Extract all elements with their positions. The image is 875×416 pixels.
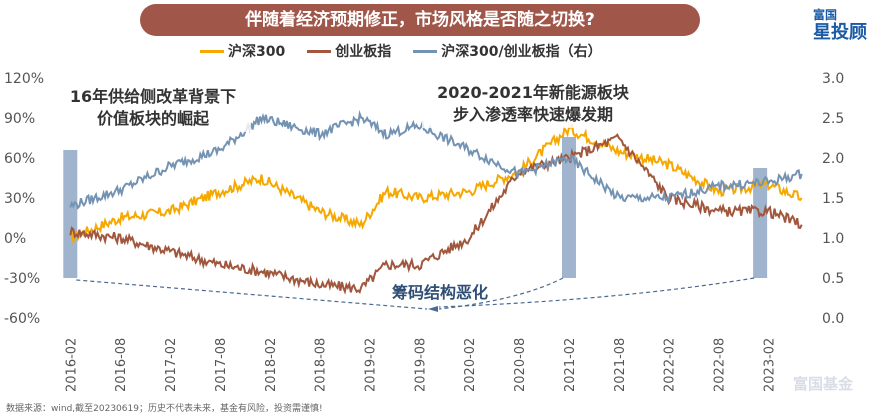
annotation-2: 筹码结构恶化 [392, 283, 488, 302]
y-right-tick-6: 0.0 [822, 311, 844, 327]
x-tick-2: 2017-02 [164, 338, 179, 392]
annotation-0-line1: 16年供给侧改革背景下 [70, 87, 236, 106]
y-right-tick-4: 1.0 [822, 231, 844, 247]
legend-ratio: 沪深300/创业板指（右） [413, 41, 602, 61]
y-right-tick-3: 1.5 [822, 191, 844, 207]
y-right-tick-0: 3.0 [822, 71, 844, 87]
highlight-band-1 [561, 137, 576, 278]
legend-swatch-cyb [307, 49, 332, 53]
x-tick-8: 2020-02 [463, 338, 478, 392]
legend-label-cyb: 创业板指 [335, 44, 392, 60]
y-left-tick-1: 90% [4, 111, 35, 127]
x-tick-3: 2017-08 [214, 338, 229, 392]
y-left-tick-6: -60% [4, 311, 40, 327]
arrow-line-0 [76, 279, 428, 310]
y-left-tick-4: 0% [4, 231, 26, 247]
series-line-0 [69, 122, 803, 246]
annotation-1-line1: 2020-2021年新能源板块 [437, 83, 630, 102]
arrow-line-2 [438, 277, 755, 308]
x-tick-12: 2022-02 [663, 338, 678, 392]
x-tick-13: 2022-08 [713, 338, 728, 392]
y-left-tick-5: -30% [4, 271, 40, 287]
legend-swatch-ratio [413, 49, 438, 53]
x-tick-4: 2018-02 [264, 338, 279, 392]
legend-label-hs300: 沪深300 [228, 44, 286, 60]
x-tick-6: 2019-02 [364, 338, 379, 392]
x-tick-5: 2018-08 [314, 338, 329, 392]
y-right-tick-1: 2.5 [822, 111, 844, 127]
annotation-box-0 [55, 82, 251, 132]
arrow-head [428, 306, 438, 312]
legend-hs300: 沪深300 [200, 41, 285, 61]
y-right-tick-5: 0.5 [822, 271, 844, 287]
highlight-band-0 [63, 150, 78, 278]
legend-swatch-hs300 [200, 49, 224, 53]
y-left-tick-0: 120% [4, 71, 44, 87]
x-tick-1: 2016-08 [114, 338, 129, 392]
y-left-tick-3: 30% [4, 191, 35, 207]
series-line-2 [69, 109, 803, 210]
x-tick-14: 2023-02 [762, 338, 777, 392]
x-tick-11: 2021-08 [613, 338, 628, 392]
series-line-1 [69, 133, 803, 295]
y-left-tick-2: 60% [4, 151, 35, 167]
x-tick-10: 2021-02 [563, 338, 578, 392]
x-tick-9: 2020-08 [513, 338, 528, 392]
brand-logo: 富国 星投顾 [813, 8, 867, 43]
x-tick-0: 2016-02 [64, 338, 79, 392]
highlight-band-2 [753, 168, 768, 278]
legend-label-ratio: 沪深300/创业板指（右） [441, 44, 602, 60]
chart-title: 伴随着经济预期修正，市场风格是否随之切换? [140, 4, 700, 36]
legend-cyb: 创业板指 [307, 41, 391, 61]
annotation-1-line2: 步入渗透率快速爆发期 [453, 105, 613, 124]
chart-legend: 沪深300 创业板指 沪深300/创业板指（右） [200, 40, 680, 62]
annotation-box-1 [422, 78, 644, 128]
source-note: 数据来源：wind,截至20230619；历史不代表未来，基金有风险，投资需谨慎… [6, 404, 323, 414]
x-tick-7: 2019-08 [413, 338, 428, 392]
y-right-tick-2: 2.0 [822, 151, 844, 167]
watermark: 富国基金 [792, 375, 853, 393]
annotation-0-line2: 价值板块的崛起 [97, 109, 210, 128]
